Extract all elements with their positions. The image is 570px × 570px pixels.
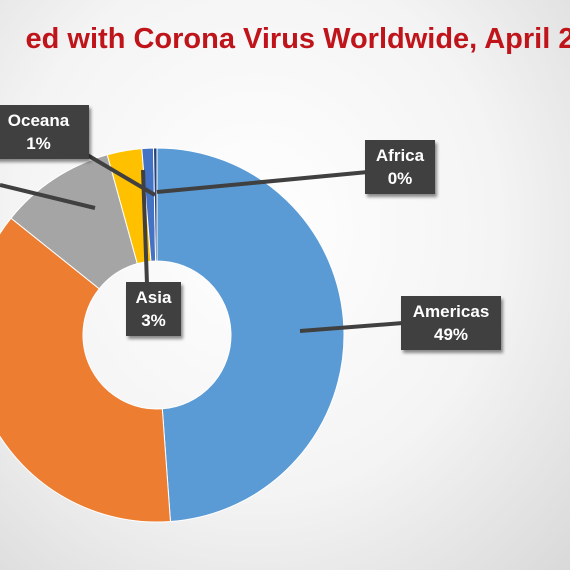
donut-slice-africa <box>152 147 158 262</box>
data-label-asia: Asia 3% <box>126 282 181 336</box>
leader-lines <box>0 138 404 333</box>
leader-line-asia <box>141 169 149 285</box>
data-label-africa-name: Africa <box>375 146 425 165</box>
donut-slices <box>0 147 345 523</box>
donut-slice-americas <box>156 147 345 523</box>
data-label-asia-name: Asia <box>135 288 172 307</box>
data-label-oceana-value: 1% <box>26 134 51 153</box>
data-label-oceana: Oceana 1% <box>0 105 89 159</box>
donut-slice-europe <box>0 217 171 523</box>
data-label-asia-value: 3% <box>141 311 166 330</box>
leader-line-americas <box>299 321 404 333</box>
data-label-africa: Africa 0% <box>365 140 435 194</box>
data-label-americas-value: 49% <box>433 325 469 344</box>
leader-line-africa <box>156 170 369 194</box>
data-label-americas: Americas 49% <box>401 296 501 350</box>
data-label-africa-value: 0% <box>387 169 413 188</box>
chart-title: ed with Corona Virus Worldwide, April 2 <box>25 23 570 55</box>
data-label-oceana-name: Oceana <box>7 111 70 130</box>
data-label-americas-name: Americas <box>412 302 490 321</box>
leader-line-other <box>0 183 96 210</box>
